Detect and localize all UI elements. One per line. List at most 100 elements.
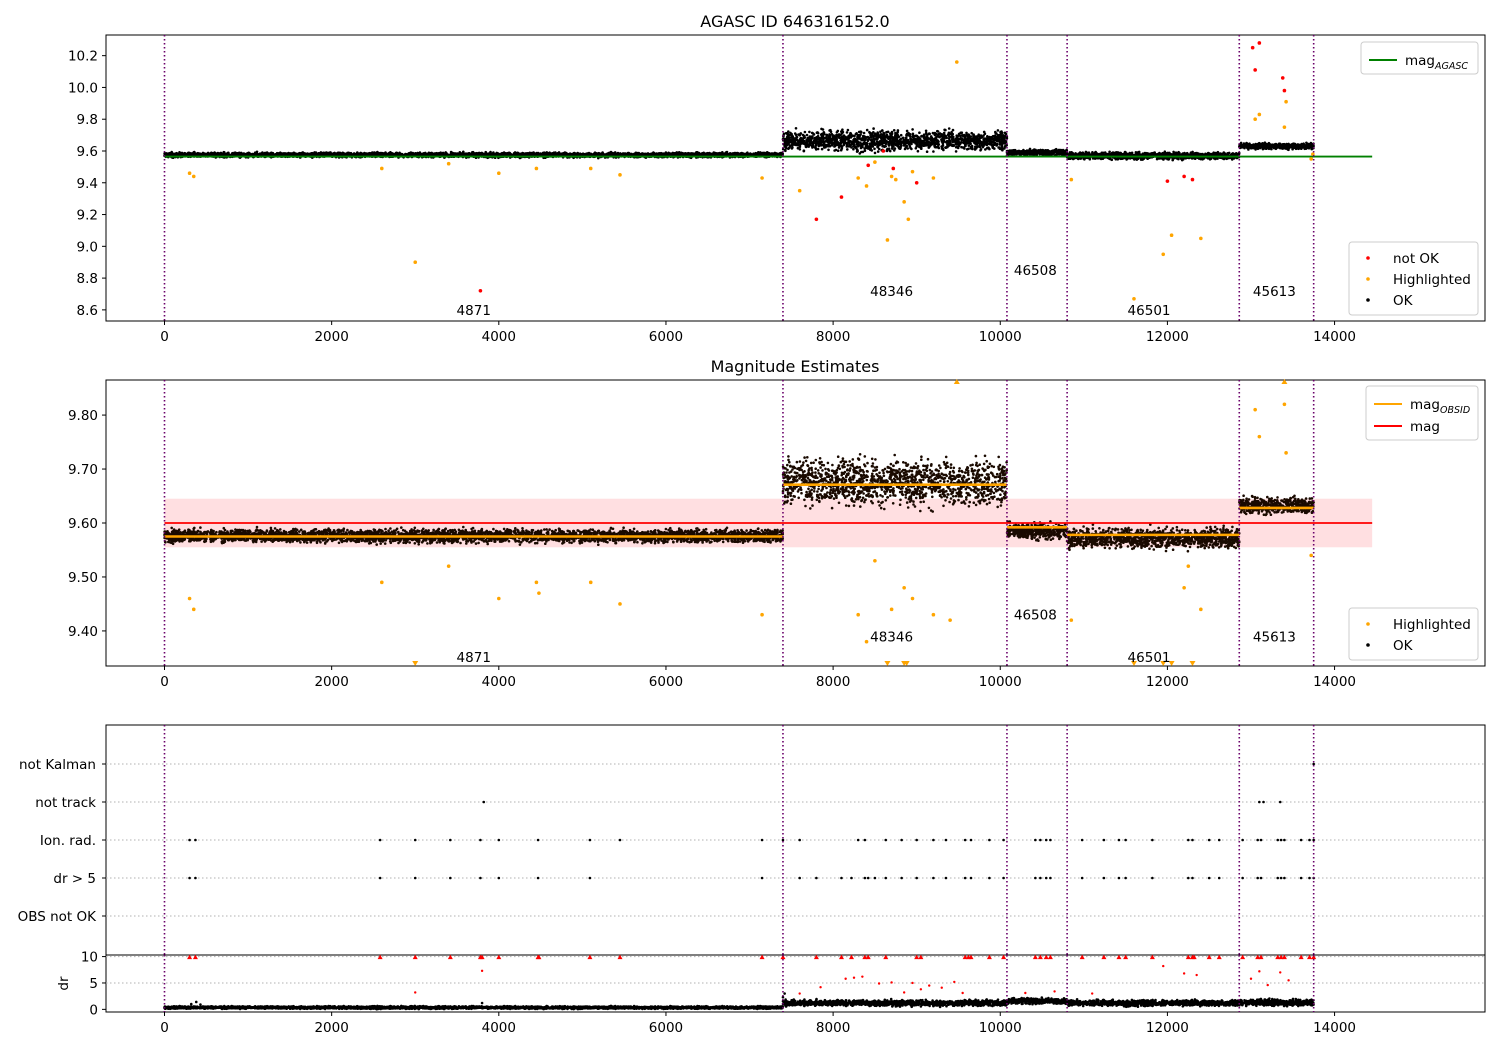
ok-point: [995, 143, 999, 146]
ok-point: [409, 152, 413, 156]
ok-point: [862, 131, 866, 135]
ok-point: [780, 152, 784, 156]
ok-point: [695, 152, 699, 155]
ok-point: [627, 152, 630, 156]
ok-point: [168, 153, 172, 156]
ok-point: [456, 153, 459, 156]
ok-point: [372, 151, 376, 154]
ok-point: [164, 152, 168, 155]
ok-point: [708, 153, 711, 156]
ok-point: [734, 152, 737, 155]
ok-point: [892, 129, 896, 132]
ok-point: [333, 153, 337, 156]
ok-point: [821, 128, 825, 131]
ok-point: [485, 152, 488, 155]
ok-point: [924, 129, 928, 133]
ok-point: [828, 129, 831, 132]
ok-point: [945, 136, 948, 140]
ok-point: [865, 128, 869, 132]
ok-point: [936, 130, 940, 133]
ok-point: [612, 153, 616, 156]
ok-point: [268, 152, 272, 156]
ok-point: [873, 147, 876, 151]
ok-point: [803, 130, 807, 134]
ok-point: [911, 128, 914, 131]
ok-point: [336, 151, 339, 155]
ok-point: [321, 152, 325, 155]
ok-point: [234, 151, 237, 154]
ok-point: [239, 152, 243, 156]
ok-point: [310, 151, 314, 155]
ok-point: [805, 133, 809, 137]
ok-point: [219, 153, 223, 156]
ok-point: [794, 127, 798, 130]
ok-point: [876, 150, 880, 153]
ok-point: [947, 127, 951, 130]
ok-point: [275, 152, 279, 156]
axes-frame: [105, 34, 1486, 322]
ok-point: [845, 131, 849, 134]
ok-point: [352, 153, 356, 156]
ok-point: [195, 153, 198, 156]
ok-point: [668, 153, 671, 156]
ok-point: [749, 152, 752, 155]
ok-point: [576, 151, 579, 155]
ok-point: [472, 152, 476, 155]
ok-point: [416, 151, 419, 155]
ok-point: [463, 153, 467, 156]
ok-point: [535, 152, 539, 156]
ok-point: [387, 153, 391, 156]
ok-point: [243, 153, 247, 156]
ok-point: [400, 152, 404, 156]
ok-point: [699, 153, 702, 156]
ok-point: [645, 153, 648, 156]
ok-point: [384, 151, 387, 154]
ok-point: [728, 153, 732, 156]
ok-point: [866, 139, 870, 143]
ok-point: [657, 152, 660, 156]
ok-point: [589, 152, 593, 156]
agasc-panel: AGASC ID 646316152.0 4871483464650846501…: [68, 12, 1486, 345]
ok-point: [742, 152, 745, 155]
ok-point: [488, 152, 492, 156]
ok-point: [875, 140, 879, 144]
ok-point: [211, 152, 215, 155]
ok-point: [957, 132, 961, 136]
ok-point: [925, 133, 928, 136]
ok-point: [664, 151, 668, 154]
ok-point: [302, 152, 306, 155]
ok-point: [377, 151, 381, 155]
ok-point: [816, 147, 820, 151]
ok-point: [811, 142, 815, 145]
ok-point: [254, 152, 257, 156]
ok-point: [757, 151, 760, 154]
ok-point: [725, 153, 728, 156]
ok-point: [279, 151, 282, 154]
ok-point: [863, 149, 867, 153]
ok-point: [543, 151, 546, 154]
ok-point: [688, 152, 691, 156]
ok-point: [827, 148, 830, 152]
ok-point: [345, 153, 348, 156]
ok-point: [991, 146, 995, 150]
ok-point: [979, 149, 982, 152]
ok-point: [1000, 145, 1004, 149]
ok-point: [360, 153, 363, 156]
ok-point: [969, 145, 973, 149]
ok-point: [224, 152, 228, 156]
ok-point: [368, 152, 372, 156]
ok-point: [579, 152, 582, 156]
ok-point: [932, 150, 935, 153]
ok-point: [772, 152, 776, 155]
ok-point: [794, 133, 798, 137]
ok-point: [906, 147, 909, 150]
ok-point: [394, 151, 398, 155]
ok-point: [630, 152, 633, 156]
ok-point: [621, 152, 624, 156]
ok-point: [820, 147, 824, 151]
ok-point: [607, 152, 610, 156]
agasc-panel-title: AGASC ID 646316152.0: [700, 12, 889, 31]
ok-point: [364, 152, 367, 155]
ok-point: [508, 152, 512, 156]
